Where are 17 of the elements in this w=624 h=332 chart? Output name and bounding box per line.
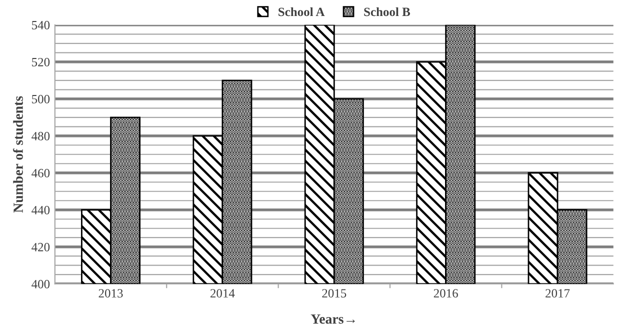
x-tick-label: 2014 [210,289,235,298]
y-tick-label: 540 [32,20,50,30]
y-tick-label: 460 [32,168,50,178]
legend-label: School A [278,7,325,16]
y-tick-label: 420 [32,242,50,252]
x-tick-label: 2013 [98,289,123,298]
x-axis-title: Years→ [310,314,355,324]
y-tick-label: 400 [32,280,50,288]
y-tick-label: 480 [32,132,50,140]
legend-label: School B [364,7,410,16]
x-tick-label: 2016 [434,289,458,298]
y-tick-label: 500 [32,94,50,104]
x-tick-label: 2017 [546,289,570,298]
y-tick-label: 520 [32,58,50,66]
y-axis-title: Number of students [13,96,23,213]
x-tick-label: 2015 [322,289,346,298]
y-tick-label: 440 [32,206,50,214]
